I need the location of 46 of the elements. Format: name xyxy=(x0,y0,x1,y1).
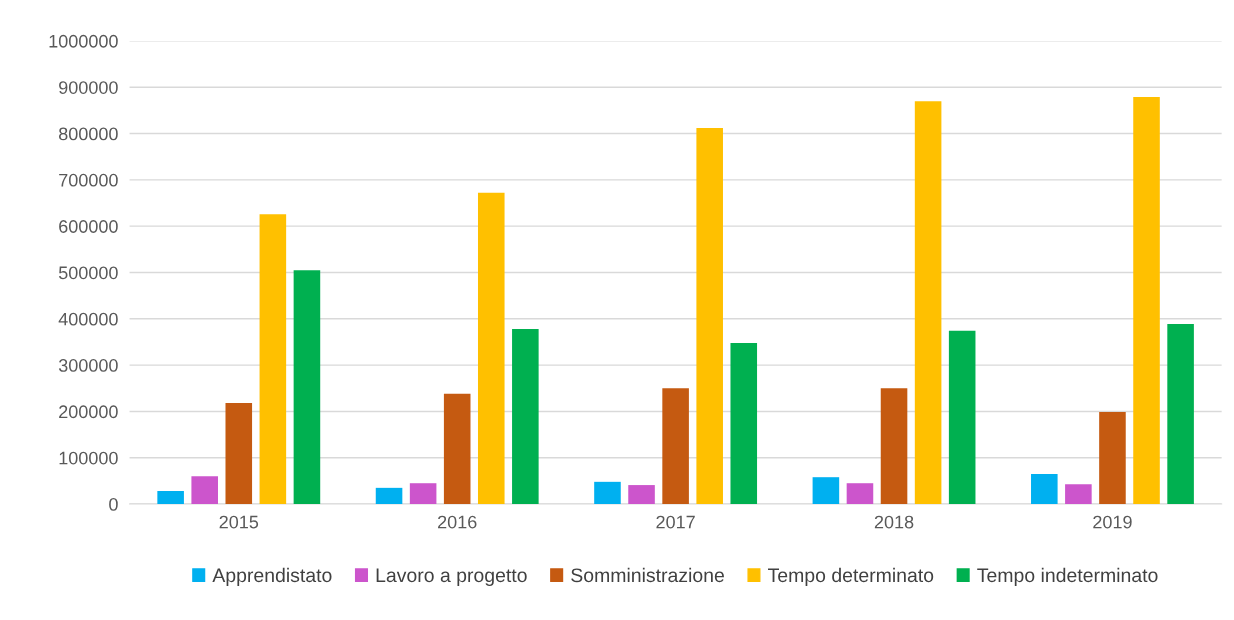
bar xyxy=(1133,96,1160,505)
bar xyxy=(812,477,840,505)
legend-label: Apprendistato xyxy=(212,567,332,586)
x-tick-label: 2016 xyxy=(438,515,477,529)
bar xyxy=(730,342,758,505)
bar xyxy=(443,393,471,505)
x-tick-label: 2017 xyxy=(656,515,695,529)
x-tick-label: 2019 xyxy=(1093,515,1132,529)
bar xyxy=(696,127,723,505)
bar xyxy=(594,481,621,505)
legend-label: Somministrazione xyxy=(571,567,724,583)
y-tick-label: 300000 xyxy=(58,359,118,372)
x-tick-label: 2015 xyxy=(219,515,259,529)
bar xyxy=(293,270,321,505)
bar xyxy=(846,483,874,505)
bar xyxy=(259,214,287,505)
bar xyxy=(662,388,689,505)
y-tick-label: 1000000 xyxy=(49,34,118,48)
bar xyxy=(1065,484,1092,505)
y-tick-label: 500000 xyxy=(58,266,118,280)
bar xyxy=(477,192,505,505)
bar xyxy=(628,485,655,505)
y-tick-label: 800000 xyxy=(59,127,118,141)
bar xyxy=(191,476,218,505)
bar xyxy=(375,487,403,505)
bar xyxy=(880,388,908,505)
bar xyxy=(1031,473,1058,505)
bar xyxy=(1099,411,1126,505)
y-tick-label: 700000 xyxy=(59,173,118,187)
bar xyxy=(512,328,539,505)
legend-label: Tempo indeterminato xyxy=(977,567,1158,586)
y-tick-label: 400000 xyxy=(58,312,118,326)
bar xyxy=(1167,323,1194,505)
bar xyxy=(914,101,942,505)
bar xyxy=(157,491,184,505)
legend-label: Lavoro a progetto xyxy=(376,568,527,586)
x-tick-label: 2018 xyxy=(874,515,914,529)
legend-label: Tempo determinato xyxy=(768,567,934,586)
y-tick-label: 200000 xyxy=(59,405,118,419)
y-tick-label: 100000 xyxy=(59,451,118,465)
bar xyxy=(225,403,253,505)
bar xyxy=(948,330,976,505)
y-tick-label: 900000 xyxy=(59,81,118,94)
y-tick-label: 600000 xyxy=(59,220,118,233)
bar xyxy=(409,483,437,505)
y-tick-label: 0 xyxy=(109,497,118,511)
